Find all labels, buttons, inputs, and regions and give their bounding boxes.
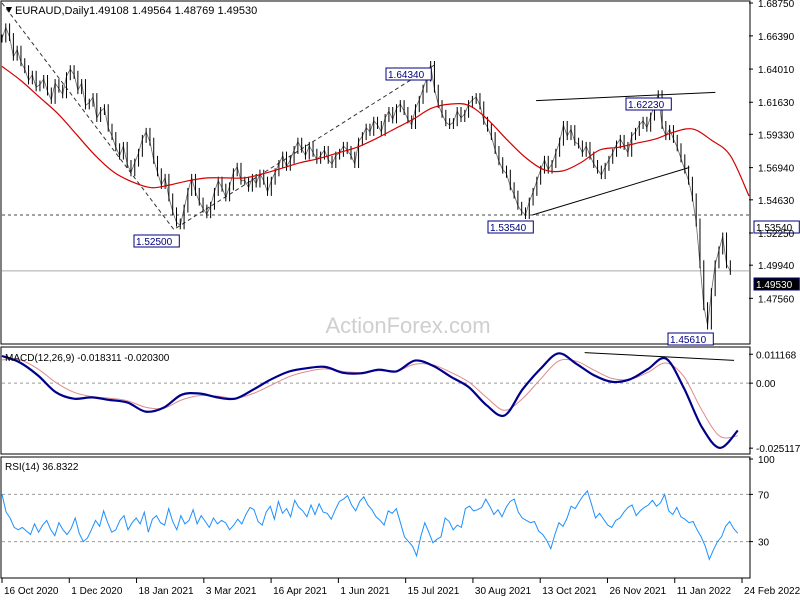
label-axis-1-49530-box [753,277,800,291]
lower-trend-line [532,166,690,216]
macd-title: MACD(12,26,9) -0.018311 -0.020300 [5,353,170,364]
label-low-1-53540: 1.53540 [490,223,527,234]
upper-trend-line [536,91,716,102]
macd-y-tick-label: 0.011168 [756,350,797,361]
price-y-tick-label: 1.52250 [758,229,795,240]
price-y-tick-label: 1.47560 [758,294,795,305]
macd-y-tick-label: 0.00 [756,379,776,390]
macd-trend-line [584,352,735,361]
price-y-tick-label: 1.49940 [758,261,795,272]
rsi-title: RSI(14) 36.8322 [5,462,79,473]
x-axis-labels: 16 Oct 2020 1 Dec 2020 18 Jan 2021 3 Mar 20… [1,578,800,597]
x-tick-label: 1 Jun 2021 [340,586,390,597]
rsi-y-tick-label: 30 [758,538,770,549]
label-low-1-45610: 1.45610 [670,335,707,346]
watermark: ActionForex.com [325,313,490,338]
label-low-1-53540-box [487,220,534,234]
swing-connector-line [1,2,436,231]
price-panel-frame [0,0,751,345]
label-low-1-52500-box [133,234,180,248]
x-tick-label: 26 Nov 2021 [609,586,666,597]
x-tick-label: 13 Oct 2021 [542,586,597,597]
x-tick-label: 1 Dec 2020 [71,586,123,597]
macd-panel-frame [0,346,751,455]
label-high-1-64340-box [385,67,432,81]
price-y-tick-label: 1.66390 [758,32,795,43]
price-y-tick-label: 1.56940 [758,164,795,175]
macd-line [1,352,739,449]
x-tick-label: 16 Apr 2021 [273,586,327,597]
label-axis-1-53540-box [753,220,800,234]
price-y-tick-label: 1.61630 [758,98,795,109]
x-tick-label: 15 Jul 2021 [408,586,460,597]
trend-lines [1,2,735,361]
x-tick-label: 16 Oct 2020 [4,586,59,597]
price-line [1,26,731,326]
x-tick-label: 11 Jan 2022 [677,586,732,597]
label-low-1-52500: 1.52500 [136,237,173,248]
price-y-tick-label: 1.64010 [758,65,795,76]
label-low-1-45610-box [667,332,714,346]
label-axis-1-49530: 1.49530 [756,280,793,291]
collapse-triangle-icon[interactable] [6,7,12,13]
moving-average-line [1,65,750,197]
price-y-tick-label: 1.59330 [758,130,795,141]
symbol-label: EURAUD,Daily [15,5,89,17]
y-axis-labels: 1.68750 1.66390 1.64010 1.61630 1.59330 1.569… [749,0,800,549]
rsi-y-tick-label: 100 [758,455,775,466]
label-high-1-62230-box [625,97,672,111]
x-tick-label: 30 Aug 2021 [475,586,532,597]
rsi-line [1,489,739,561]
rsi-y-tick-label: 70 [758,490,770,501]
x-tick-label: 18 Jan 2021 [139,586,194,597]
label-axis-1-53540: 1.53540 [756,223,793,234]
rsi-panel-frame [0,456,751,579]
price-y-tick-label: 1.68750 [758,0,795,10]
label-high-1-64340: 1.64340 [388,70,425,81]
header: EURAUD,Daily 1.49108 1.49564 1.48769 1.4… [6,5,257,17]
macd-y-tick-label: -0.025117 [756,444,800,455]
dashed-level-lines [2,214,749,543]
ohlc-values: 1.49108 1.49564 1.48769 1.49530 [89,5,257,17]
price-y-tick-label: 1.54630 [758,196,795,207]
x-tick-label: 3 Mar 2021 [206,586,257,597]
price-annotations: 1.64340 1.62230 1.52500 1.53540 1.45610 1.535… [133,67,800,346]
label-high-1-62230: 1.62230 [628,100,665,111]
x-tick-label: 24 Feb 2022 [744,586,800,597]
